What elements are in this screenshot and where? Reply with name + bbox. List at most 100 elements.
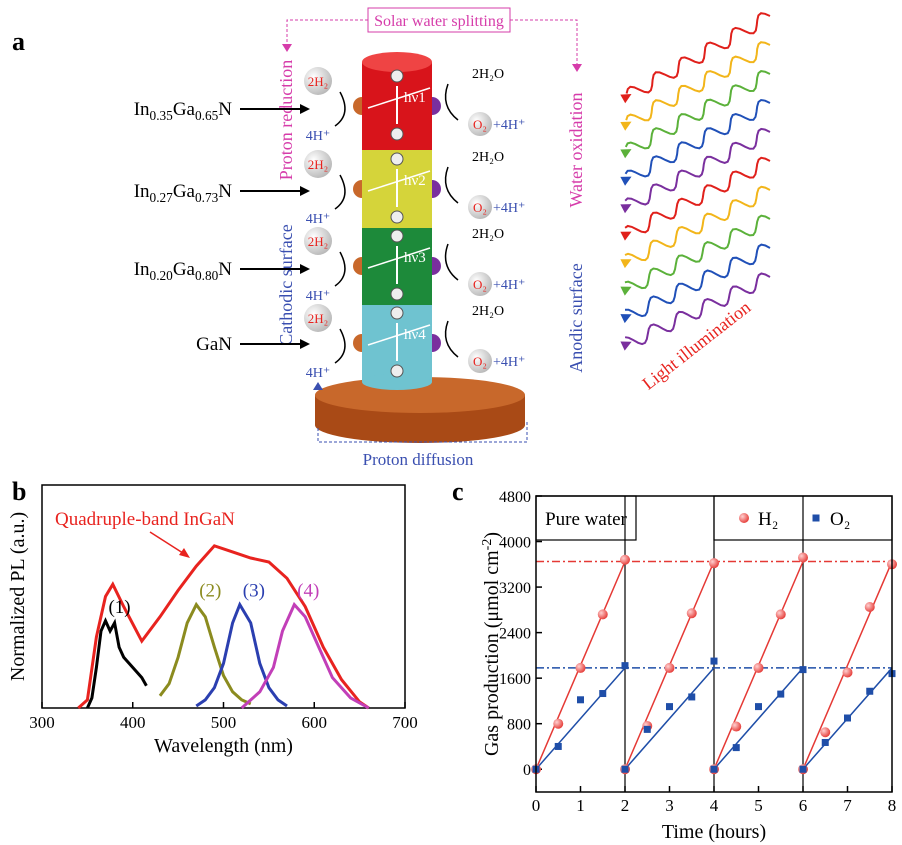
- bubble: [468, 112, 492, 136]
- arrow: [620, 314, 632, 324]
- light-ray: [367, 324, 431, 346]
- layer-label-part: GaN: [196, 334, 232, 355]
- layer-label-part: In: [134, 181, 150, 202]
- x-tick-label: 300: [29, 713, 55, 732]
- layer-label-part: 0.20: [150, 268, 174, 283]
- data-point: [753, 662, 764, 673]
- oxygen-label: O₂: [473, 117, 487, 132]
- layer-label-part: Ga: [173, 259, 196, 280]
- legend-label: O₂: [830, 509, 850, 530]
- data-point: [798, 552, 808, 563]
- y-tick-label: 4000: [499, 535, 531, 552]
- diagram-title: Solar water splitting: [374, 13, 504, 30]
- arrow: [620, 149, 632, 159]
- layer-label-part: 0.35: [150, 108, 174, 123]
- reaction-arrow: [334, 328, 346, 364]
- h2-label: 2H₂: [308, 157, 328, 172]
- photon-label: hν3: [404, 250, 426, 266]
- proton-label: 4H⁺: [306, 289, 331, 304]
- data-point: [710, 765, 718, 773]
- arrow: [620, 259, 632, 269]
- side-label: Proton reduction: [276, 60, 296, 180]
- data-point: [621, 662, 629, 670]
- oxygen-rest-label: +4H⁺: [493, 201, 525, 216]
- arrow: [300, 104, 310, 114]
- h2-label: 2H₂: [308, 74, 328, 89]
- series-label: Quadruple-band InGaN: [55, 509, 235, 530]
- arrow: [620, 204, 632, 214]
- pl-curve: [195, 601, 288, 708]
- x-tick-label: 500: [211, 713, 237, 732]
- photon-label: hν1: [404, 90, 426, 106]
- data-point: [710, 657, 718, 665]
- water-label: 2H₂O: [472, 227, 504, 242]
- layer-label-part: Ga: [173, 99, 196, 120]
- electron: [390, 152, 404, 166]
- panel-label: b: [12, 477, 26, 506]
- light-wave: [624, 98, 771, 178]
- layer-label: GaN: [196, 334, 232, 355]
- water-label: 2H₂O: [472, 67, 504, 82]
- data-point: [864, 602, 875, 612]
- light-wave: [624, 185, 771, 262]
- h2-label: 2H₂: [308, 311, 328, 326]
- reaction-arrow: [444, 83, 459, 121]
- series-label: (3): [243, 581, 265, 602]
- data-point: [553, 718, 564, 729]
- side-label: Anodic surface: [566, 263, 586, 372]
- light-wave: [625, 41, 771, 122]
- layer-label-part: Ga: [173, 181, 196, 202]
- hole: [390, 210, 404, 224]
- bubble: [304, 304, 332, 332]
- arrow: [620, 231, 632, 241]
- x-tick-label: 7: [843, 796, 852, 815]
- y-axis-title-part: -2: [480, 539, 495, 551]
- x-tick-label: 1: [576, 796, 585, 815]
- h2-label: 2H₂: [308, 234, 328, 249]
- data-point: [597, 609, 608, 620]
- y-axis-title: Gas production (μmol cm-2): [480, 532, 503, 756]
- reaction-arrow: [444, 166, 459, 204]
- x-axis-title: Time (hours): [662, 821, 766, 843]
- arrow: [620, 286, 632, 296]
- data-point: [599, 690, 607, 698]
- data-point: [775, 609, 786, 620]
- data-point: [755, 703, 762, 711]
- data-point: [666, 703, 673, 711]
- x-tick-label: 2: [621, 796, 630, 815]
- x-tick-label: 700: [392, 713, 418, 732]
- pillar-top: [362, 52, 432, 72]
- proton-label: 4H⁺: [306, 129, 331, 144]
- light-ray: [367, 170, 431, 192]
- legend-marker: [812, 514, 820, 522]
- annotation-arrow: [149, 531, 187, 556]
- reaction-arrow: [334, 174, 346, 210]
- data-point: [799, 666, 807, 674]
- bubble: [304, 150, 332, 178]
- data-point: [620, 554, 630, 565]
- proton-label: 4H⁺: [306, 212, 331, 227]
- arrow: [313, 382, 323, 390]
- light-ray: [367, 87, 431, 109]
- anode: [432, 257, 441, 275]
- y-axis-title-part: Gas production (μmol cm: [481, 550, 503, 756]
- photon-label: hν2: [404, 173, 426, 189]
- cathode: [353, 180, 362, 198]
- cathode: [353, 97, 362, 115]
- data-point: [732, 744, 740, 752]
- light-wave: [624, 156, 771, 234]
- pl-curve: [86, 617, 148, 709]
- electron: [390, 229, 404, 243]
- illumination-label: Light illumination: [638, 297, 754, 394]
- data-point: [664, 662, 675, 673]
- layer-label-part: N: [218, 259, 232, 280]
- pillar-bottom: [362, 374, 432, 390]
- oxygen-label: O₂: [473, 277, 487, 292]
- light-wave: [624, 127, 771, 206]
- data-point: [842, 667, 853, 678]
- reaction-arrow: [334, 91, 346, 127]
- legend-label: H₂: [758, 509, 778, 530]
- arrow: [300, 186, 310, 196]
- water-label: 2H₂O: [472, 150, 504, 165]
